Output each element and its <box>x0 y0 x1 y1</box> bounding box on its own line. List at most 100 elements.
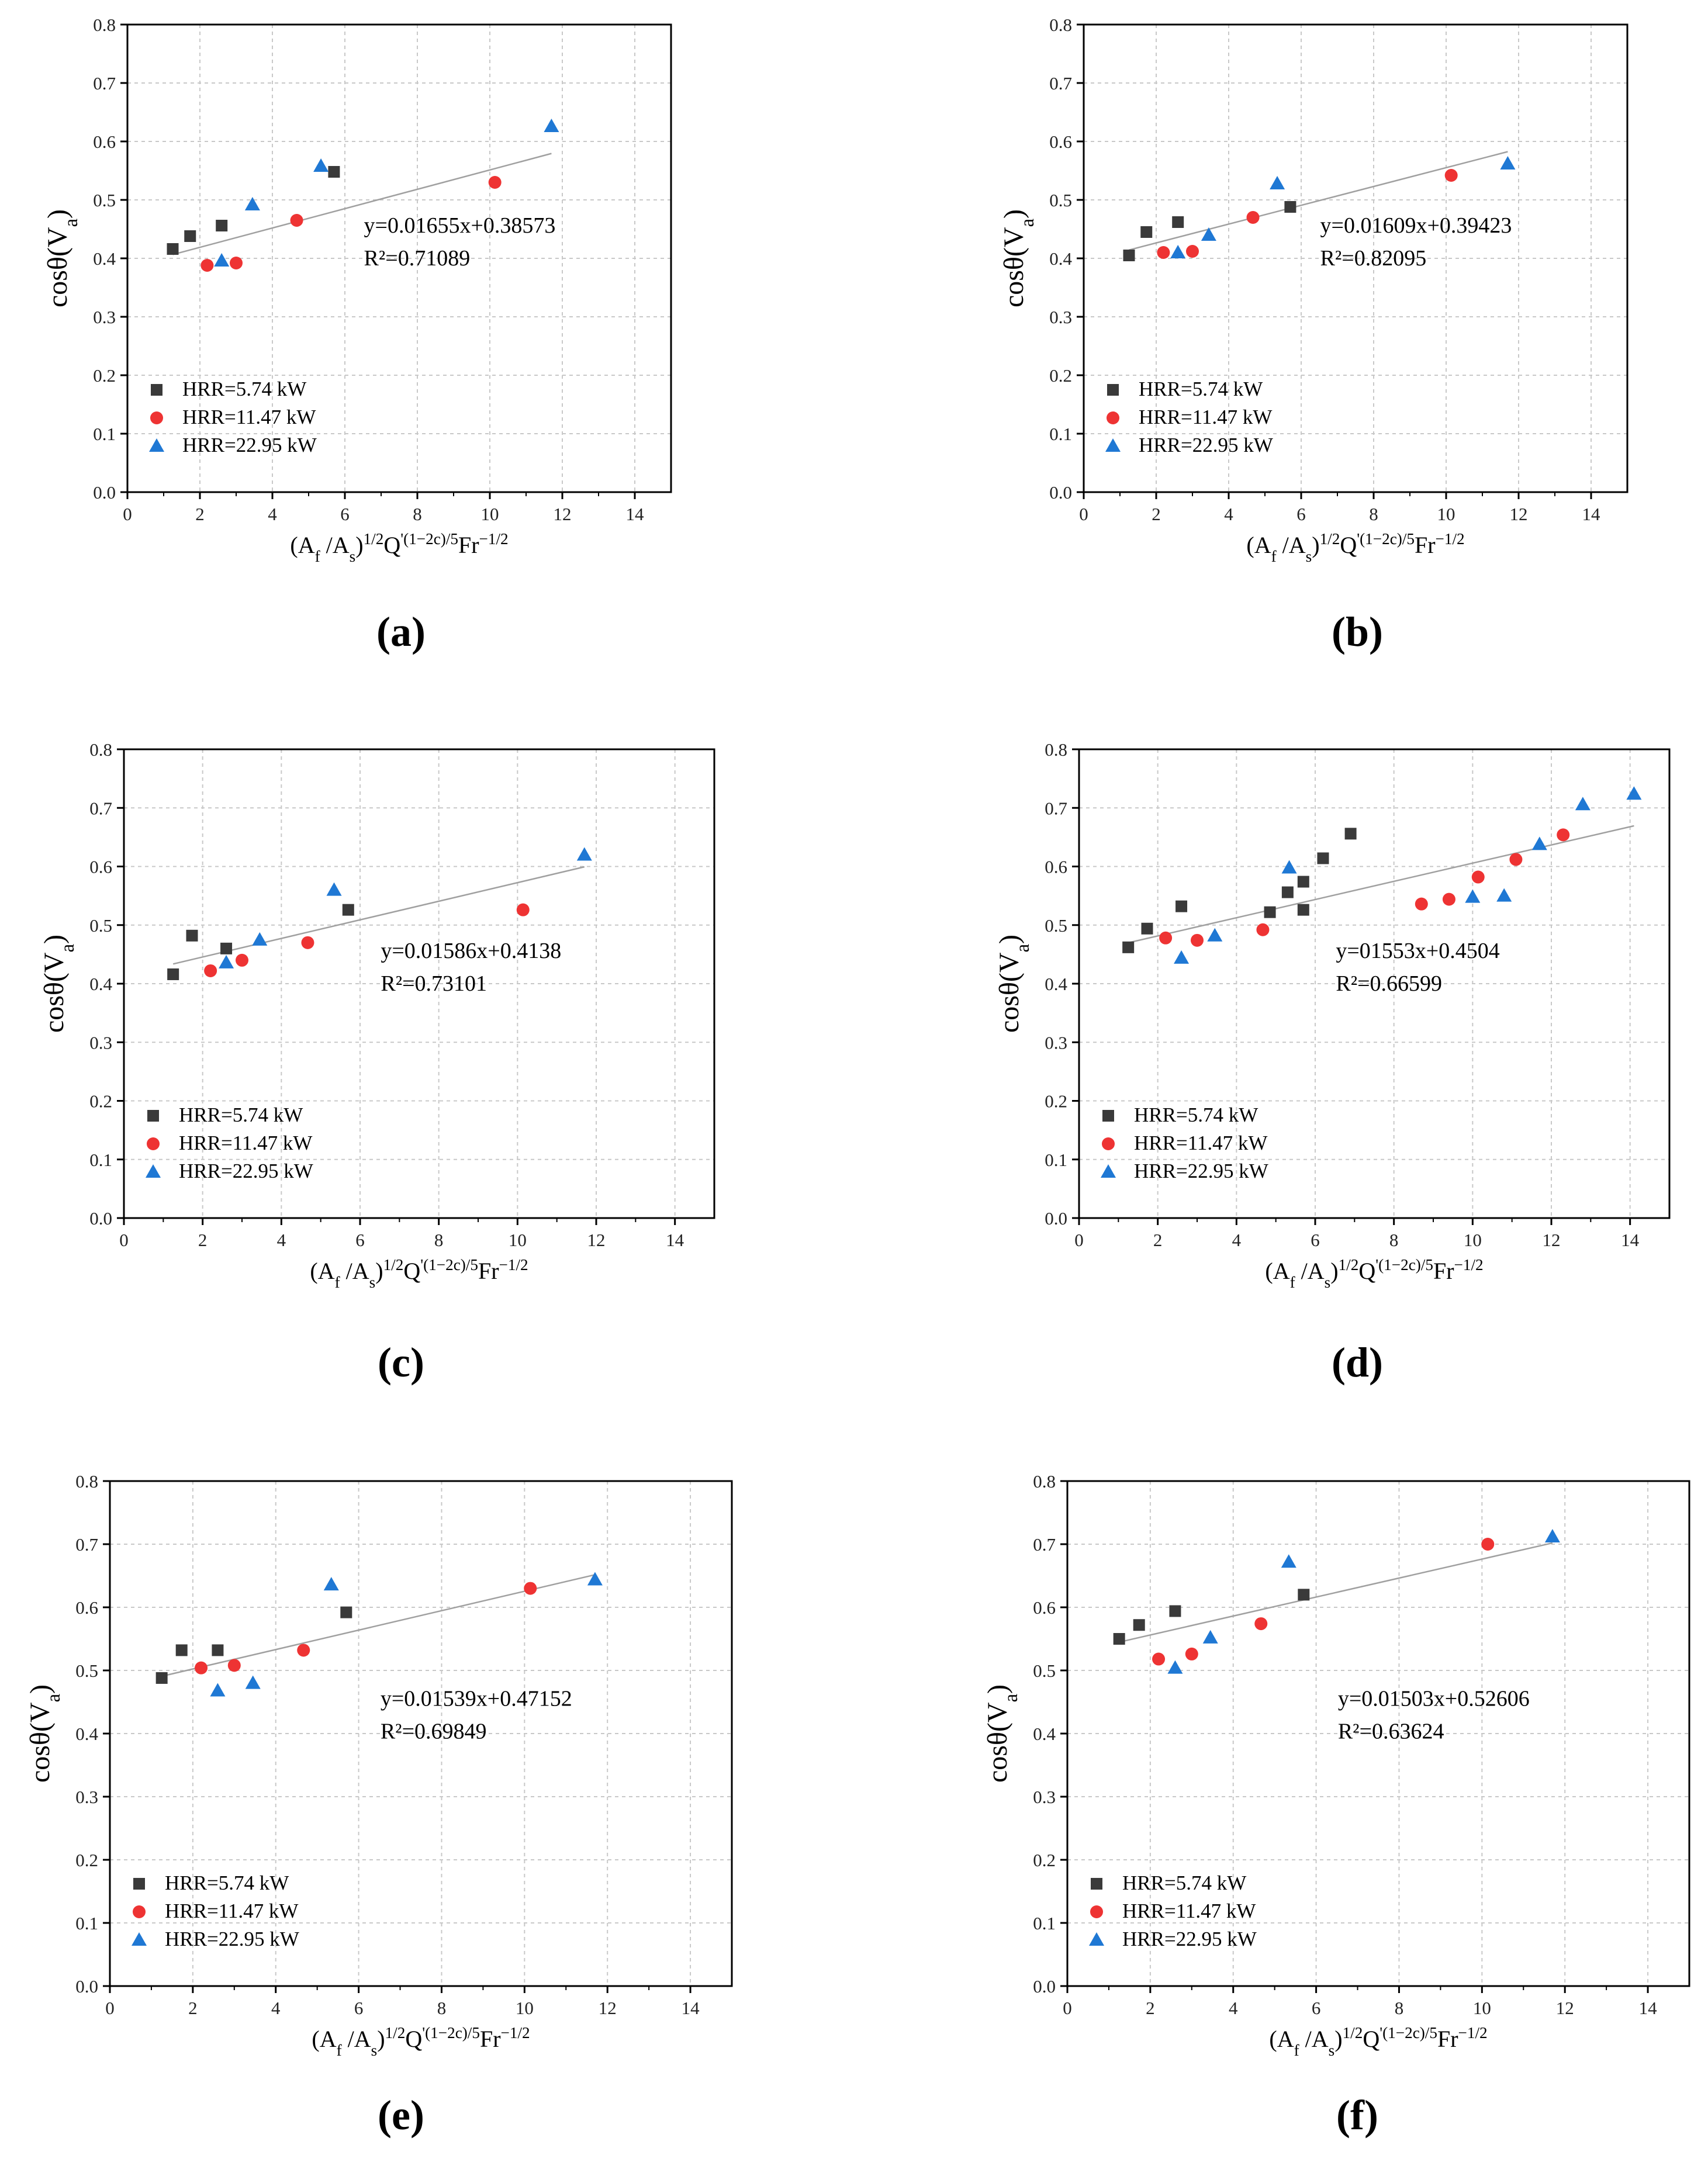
y-tick-label: 0.4 <box>1033 1724 1056 1744</box>
fit-r2: R²=0.66599 <box>1336 971 1442 996</box>
data-point <box>244 197 260 210</box>
legend-label: HRR=5.74 kW <box>1139 378 1263 400</box>
x-axis-title: (Af /As)1/2Q'(1−2c)/5Fr−1/2 <box>310 1256 528 1291</box>
data-point <box>1202 1630 1218 1644</box>
x-tick-label: 0 <box>119 1230 129 1250</box>
fit-r2: R²=0.82095 <box>1320 246 1427 271</box>
legend-label: HRR=11.47 kW <box>1134 1132 1267 1154</box>
data-point <box>1509 853 1523 866</box>
x-tick-label: 14 <box>1621 1230 1640 1250</box>
series-3 <box>210 1572 603 1697</box>
x-tick-label: 2 <box>1146 1998 1155 2018</box>
x-tick-label: 14 <box>682 1998 700 2018</box>
y-tick-label: 0.6 <box>1033 1597 1056 1618</box>
y-tick-label: 0.4 <box>75 1724 98 1744</box>
x-tick-label: 8 <box>413 504 422 524</box>
x-tick-label: 10 <box>481 504 499 524</box>
data-point <box>1471 870 1485 884</box>
x-tick-label: 8 <box>1395 1998 1404 2018</box>
x-tick-label: 10 <box>1473 1998 1491 2018</box>
x-tick-label: 12 <box>587 1230 606 1250</box>
data-point <box>1175 900 1188 912</box>
x-tick-label: 0 <box>1079 504 1088 524</box>
data-point <box>1442 892 1455 906</box>
data-point <box>200 259 214 272</box>
data-point <box>210 1683 226 1697</box>
legend-marker <box>1101 1164 1116 1178</box>
y-tick-label: 0.7 <box>75 1534 98 1555</box>
y-tick-label: 0.5 <box>1045 915 1067 936</box>
fit-line <box>1119 1542 1553 1643</box>
x-tick-label: 0 <box>105 1998 115 2018</box>
data-point <box>1444 169 1458 182</box>
data-point <box>1157 246 1170 259</box>
panel-label-b: (b) <box>1332 608 1383 655</box>
fit-r2: R²=0.71089 <box>364 246 471 271</box>
data-point <box>328 166 340 178</box>
x-axis-title: (Af /As)1/2Q'(1−2c)/5Fr−1/2 <box>1246 530 1464 565</box>
legend-marker <box>149 438 164 452</box>
data-point <box>236 953 248 967</box>
y-tick-label: 0.5 <box>93 190 116 210</box>
panel-label-a: (a) <box>376 608 426 655</box>
legend-marker <box>1090 1905 1103 1918</box>
series-2 <box>204 903 530 977</box>
y-tick-label: 0.7 <box>93 73 116 94</box>
x-tick-label: 10 <box>1437 504 1455 524</box>
data-point <box>1133 1619 1145 1631</box>
legend-label: HRR=5.74 kW <box>182 378 306 400</box>
y-tick-label: 0.4 <box>1045 974 1067 994</box>
data-point <box>1496 888 1512 902</box>
data-point <box>1201 227 1216 241</box>
series-3 <box>219 847 592 968</box>
data-point <box>1344 828 1357 840</box>
y-tick-label: 0.7 <box>1049 73 1072 94</box>
series-3 <box>1167 1529 1560 1674</box>
data-point <box>1626 786 1642 800</box>
series-3 <box>1174 786 1642 964</box>
y-tick-label: 0.5 <box>89 915 112 936</box>
data-point <box>1415 897 1428 911</box>
x-tick-label: 0 <box>1074 1230 1084 1250</box>
legend-marker <box>151 384 162 396</box>
series-2 <box>1157 169 1458 259</box>
data-point <box>323 1577 339 1591</box>
y-tick-label: 0.1 <box>89 1150 112 1170</box>
data-point <box>342 904 354 916</box>
data-point <box>1172 216 1184 228</box>
series-1 <box>167 166 340 255</box>
data-point <box>1113 1633 1125 1645</box>
y-tick-label: 0.6 <box>1045 857 1067 877</box>
x-tick-label: 6 <box>355 1230 365 1250</box>
x-tick-label: 2 <box>195 504 205 524</box>
y-tick-label: 0.5 <box>1049 190 1072 210</box>
y-tick-label: 0.1 <box>1045 1150 1067 1170</box>
legend-label: HRR=5.74 kW <box>179 1103 303 1126</box>
x-tick-label: 2 <box>1152 504 1161 524</box>
legend-marker <box>1105 438 1121 452</box>
data-point <box>1207 928 1223 942</box>
data-point <box>1531 836 1547 850</box>
data-point <box>576 847 592 861</box>
y-tick-label: 0.3 <box>93 307 116 327</box>
x-tick-label: 4 <box>1232 1230 1242 1250</box>
data-point <box>297 1644 310 1657</box>
y-axis-title: cosθ(Va) <box>982 1684 1022 1783</box>
data-point <box>1481 1538 1495 1551</box>
x-tick-label: 14 <box>1639 1998 1658 2018</box>
data-point <box>1297 876 1309 888</box>
series-3 <box>1170 156 1516 258</box>
data-point <box>1284 201 1296 213</box>
y-tick-label: 0.2 <box>1033 1850 1056 1870</box>
x-tick-label: 0 <box>123 504 132 524</box>
x-tick-label: 10 <box>509 1230 527 1250</box>
x-tick-label: 8 <box>434 1230 444 1250</box>
panel-label-f: (f) <box>1336 2092 1378 2139</box>
data-point <box>587 1572 603 1586</box>
y-tick-label: 0.0 <box>93 482 116 503</box>
fit-r2: R²=0.69849 <box>381 1719 487 1743</box>
x-tick-label: 8 <box>1369 504 1378 524</box>
y-tick-label: 0.0 <box>75 1976 98 1997</box>
y-tick-label: 0.8 <box>1049 15 1072 35</box>
